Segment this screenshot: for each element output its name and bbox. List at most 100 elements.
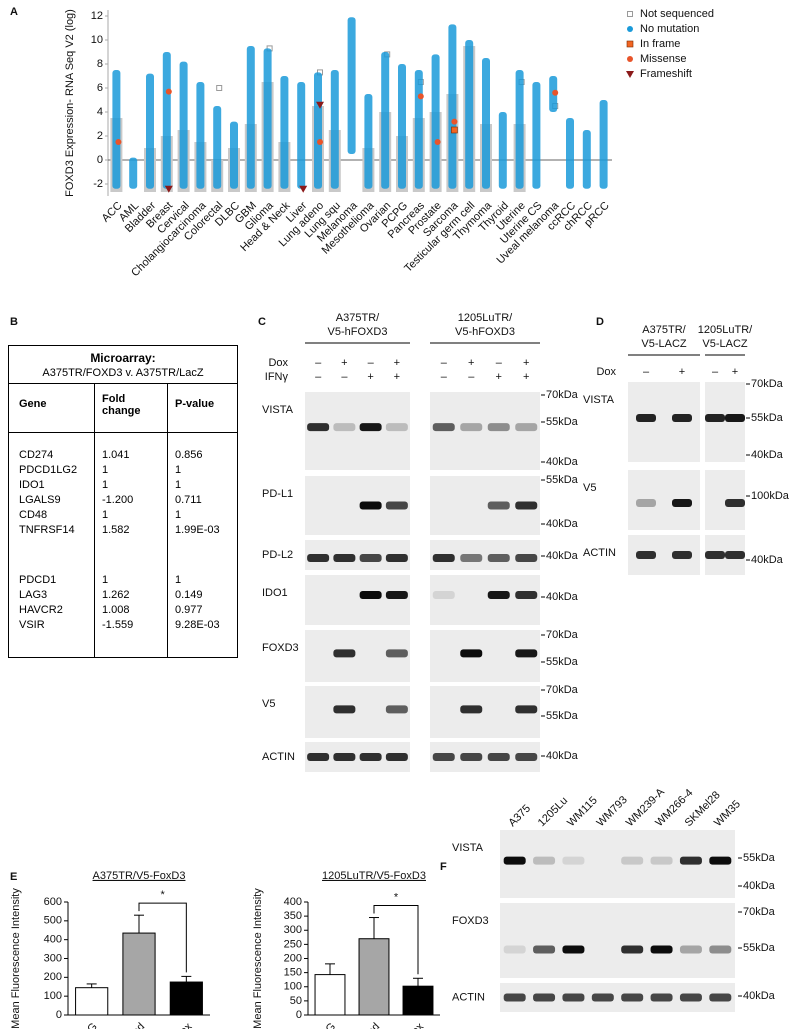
y-tick-label: 200 [44, 971, 62, 983]
marker-label: 55kDa [751, 412, 784, 424]
bar [358, 938, 390, 1016]
table-cell: 0.856 [175, 449, 203, 461]
blot-band [359, 423, 382, 432]
point [165, 88, 172, 95]
column-divider [167, 384, 168, 657]
y-tick-label: 300 [284, 924, 302, 936]
value-range [347, 17, 356, 155]
table-cell: 1.008 [102, 604, 130, 616]
legend-label: Frameshift [640, 68, 692, 80]
value-range [112, 70, 121, 189]
table-cell: PDCD1 [19, 574, 57, 586]
table-subtitle: A375TR/FOXD3 v. A375TR/LacZ [42, 367, 204, 379]
blot-band [460, 705, 483, 714]
blot-band [307, 423, 330, 432]
blot-band [562, 856, 585, 865]
value-range [566, 118, 574, 189]
blot-band [460, 554, 483, 562]
blot-header: A375TR/ [336, 312, 380, 324]
blot-band [672, 499, 692, 507]
blot-band [672, 551, 692, 559]
blot-band [533, 856, 556, 865]
value-range [280, 76, 289, 189]
value-range [398, 64, 406, 189]
blot-band [307, 753, 330, 761]
value-range [498, 112, 507, 189]
blot-background [628, 382, 700, 462]
column-header: Gene [19, 398, 47, 410]
x-tick-label: IgG [317, 1021, 338, 1029]
blot-row-label: VISTA [583, 394, 615, 406]
value-range [482, 58, 490, 189]
value-range [448, 24, 457, 189]
marker-label: 40kDa [546, 750, 579, 762]
table-cell: 1 [175, 479, 182, 491]
blot-row-label: VISTA [262, 404, 294, 416]
legend-label: No mutation [640, 23, 699, 35]
significance-bracket [138, 902, 187, 973]
point [115, 139, 122, 145]
condition-sign: – [441, 371, 448, 383]
significance-label: * [161, 889, 166, 901]
point [417, 93, 424, 100]
condition-sign: + [341, 357, 347, 369]
blot-band [515, 423, 538, 432]
y-tick-label: 8 [97, 58, 103, 70]
table-cell: 0.149 [175, 589, 203, 601]
blot-band [333, 423, 356, 432]
y-tick-label: 10 [91, 34, 103, 46]
blot-band [562, 993, 585, 1002]
table-cell: -1.559 [102, 619, 134, 631]
condition-sign: + [496, 371, 502, 383]
blot-band [515, 705, 538, 714]
condition-sign: – [468, 371, 475, 383]
marker-label: 55kDa [546, 474, 579, 486]
blot-row-label: VISTA [452, 842, 484, 854]
y-axis-label: FOXD3 Expression- RNA Seq V2 (log) [64, 9, 76, 197]
panel-label: B [10, 316, 18, 328]
table-cell: LAG3 [19, 589, 48, 601]
condition-label: Dox [268, 357, 288, 369]
column-divider [94, 384, 95, 657]
blot-header: A375TR/ [642, 324, 686, 336]
value-range [465, 40, 474, 189]
blot-band [562, 945, 585, 954]
blot-row-label: ACTIN [262, 751, 295, 763]
blot-header: V5-hFOXD3 [455, 326, 515, 338]
blot-row-label: ACTIN [583, 547, 616, 559]
value-range [364, 94, 373, 189]
blot-band [636, 551, 656, 559]
header-divider [9, 432, 237, 433]
value-range [515, 70, 524, 189]
y-tick-label: 300 [44, 952, 62, 964]
condition-sign: + [679, 366, 685, 378]
blot-header: V5-hFOXD3 [328, 326, 388, 338]
y-tick-label: 6 [97, 82, 103, 94]
blot-band [650, 993, 673, 1002]
marker-label: 70kDa [743, 906, 776, 918]
blot-row-label: FOXD3 [452, 915, 489, 927]
y-tick-label: 0 [296, 1009, 302, 1021]
table: Microarray: A375TR/FOXD3 v. A375TR/LacZ … [8, 345, 238, 658]
blot-band [503, 856, 526, 865]
value-range [146, 73, 154, 189]
condition-sign: + [394, 357, 400, 369]
table-cell: 1 [175, 509, 182, 521]
blot-band [725, 551, 745, 559]
blot-band [725, 499, 745, 507]
table-cell: 0.977 [175, 604, 203, 616]
x-tick-label: IgG [79, 1021, 100, 1029]
blot-band [621, 945, 644, 954]
table-cell: CD48 [19, 509, 48, 521]
blot-row-label: PD-L1 [262, 488, 293, 500]
lane-label: WM115 [565, 794, 600, 829]
marker-label: 70kDa [546, 389, 579, 401]
blot-band [432, 554, 455, 562]
panel-label: D [596, 316, 604, 328]
value-range [196, 82, 205, 189]
blot-band [460, 423, 483, 432]
table-cell: 1 [102, 574, 109, 586]
blot-band [487, 554, 510, 562]
table-cell: VSIR [19, 619, 45, 631]
legend-label: Not sequenced [640, 8, 714, 20]
